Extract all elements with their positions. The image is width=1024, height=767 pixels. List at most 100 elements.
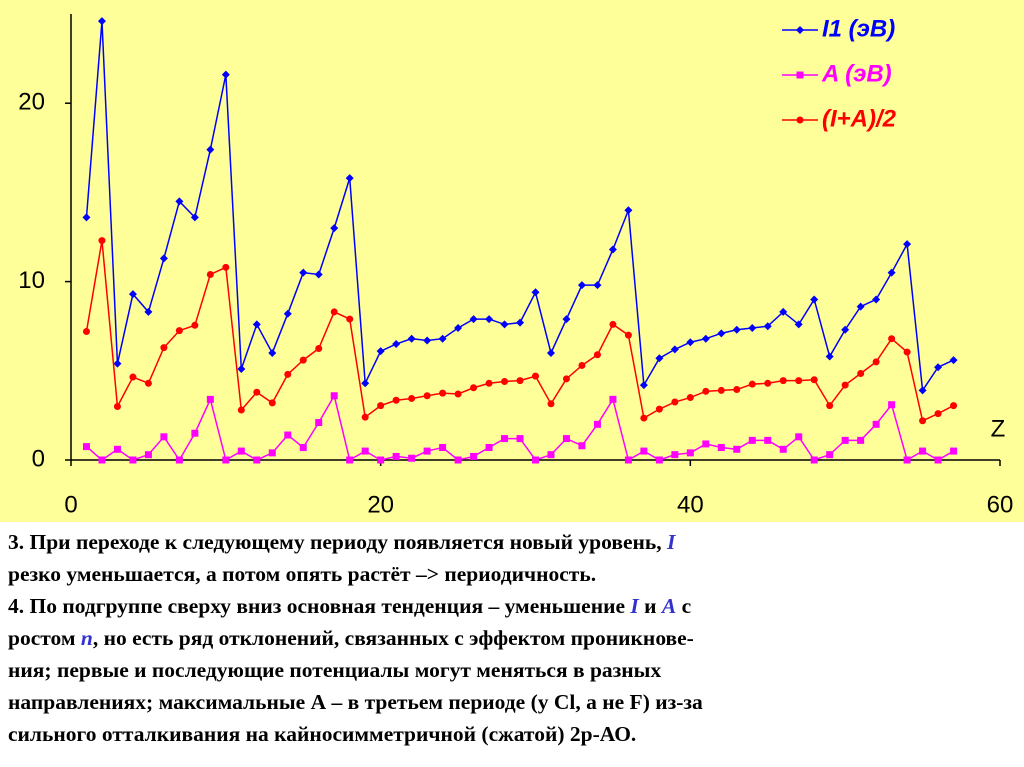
point [950, 447, 958, 455]
legend-marker [796, 116, 804, 124]
point [841, 381, 849, 389]
point [918, 386, 927, 395]
x-tick-label: 20 [367, 491, 394, 518]
point [253, 388, 261, 396]
point [655, 405, 663, 413]
point [826, 451, 834, 459]
point [469, 315, 478, 324]
point [407, 334, 416, 343]
point [531, 288, 540, 297]
point [655, 456, 663, 464]
point [593, 351, 601, 359]
point [299, 268, 308, 277]
point [97, 17, 106, 26]
point [361, 379, 370, 388]
point [190, 213, 199, 222]
point [253, 456, 261, 464]
point [82, 328, 90, 336]
point [160, 344, 168, 352]
point [470, 452, 478, 460]
point [128, 290, 137, 299]
point [794, 320, 803, 329]
point [377, 402, 385, 410]
point [82, 443, 90, 451]
point [376, 347, 385, 356]
line: сильного отталкивания на кайносимметричн… [8, 718, 1018, 750]
point [702, 440, 710, 448]
point [284, 431, 292, 439]
point [159, 254, 168, 263]
point [578, 442, 586, 450]
point [701, 334, 710, 343]
point [671, 398, 679, 406]
x-tick-label: 40 [677, 491, 704, 518]
line: 4. По подгруппе сверху вниз основная тен… [8, 590, 1018, 622]
y-tick-label: 0 [32, 445, 45, 472]
point [919, 417, 927, 425]
point [283, 309, 292, 318]
point [439, 389, 447, 397]
point [562, 435, 570, 443]
point [221, 70, 230, 79]
point [717, 444, 725, 452]
point [330, 392, 338, 400]
point [98, 237, 106, 245]
point [113, 359, 122, 368]
point [795, 377, 803, 385]
point [546, 348, 555, 357]
line: направлениях; максимальные А – в третьем… [8, 686, 1018, 718]
point [826, 402, 834, 410]
point [888, 335, 896, 343]
point [733, 386, 741, 394]
chart: 0 10 20 0 20 40 60 Z I1 (эВ) A (эВ) (I+A)/2 [0, 0, 1024, 522]
point [191, 429, 199, 437]
point [377, 456, 385, 464]
point [547, 400, 555, 408]
text: с [676, 594, 692, 618]
point [454, 390, 462, 398]
point [175, 197, 184, 206]
point [872, 358, 880, 366]
point [361, 413, 369, 421]
point [733, 445, 741, 453]
point [872, 295, 881, 304]
point [454, 323, 463, 332]
point [857, 436, 865, 444]
point [779, 307, 788, 316]
point [934, 456, 942, 464]
text: 3. При переходе к следующему периоду поя… [8, 530, 667, 554]
text: ния; первые и последующие потенциалы мог… [8, 658, 662, 682]
point [516, 435, 524, 443]
point [129, 373, 137, 381]
point [315, 419, 323, 427]
line: ростом n, но есть ряд отклонений, связан… [8, 622, 1018, 654]
point [237, 365, 246, 374]
point [577, 281, 586, 290]
point [841, 325, 850, 334]
point [423, 447, 431, 455]
point [516, 318, 525, 327]
point [485, 444, 493, 452]
point [934, 363, 943, 372]
x-tick-label: 0 [64, 491, 77, 518]
point [717, 329, 726, 338]
point [175, 456, 183, 464]
point [686, 449, 694, 457]
point [392, 396, 400, 404]
point [624, 456, 632, 464]
point [732, 325, 741, 334]
point [872, 420, 880, 428]
point [795, 433, 803, 441]
point [98, 456, 106, 464]
point [640, 447, 648, 455]
point [144, 379, 152, 387]
point [717, 386, 725, 394]
point [439, 444, 447, 452]
point [454, 456, 462, 464]
point [887, 268, 896, 277]
point [408, 394, 416, 402]
text: сильного отталкивания на кайносимметричн… [8, 722, 637, 746]
point [825, 352, 834, 361]
notes: 3. При переходе к следующему периоду поя… [8, 526, 1018, 750]
point [284, 370, 292, 378]
